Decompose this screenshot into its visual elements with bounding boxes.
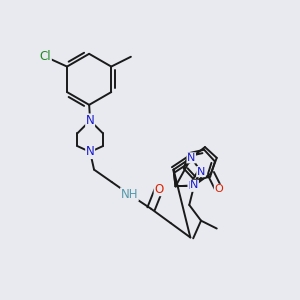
Text: N: N [86,146,94,158]
Text: O: O [214,184,223,194]
Text: N: N [197,167,205,177]
Text: N: N [86,114,94,127]
Text: O: O [154,183,164,196]
Text: NH: NH [121,188,138,201]
Text: N: N [188,181,196,191]
Text: Cl: Cl [40,50,51,63]
Text: N: N [187,153,195,163]
Text: N: N [190,180,198,190]
